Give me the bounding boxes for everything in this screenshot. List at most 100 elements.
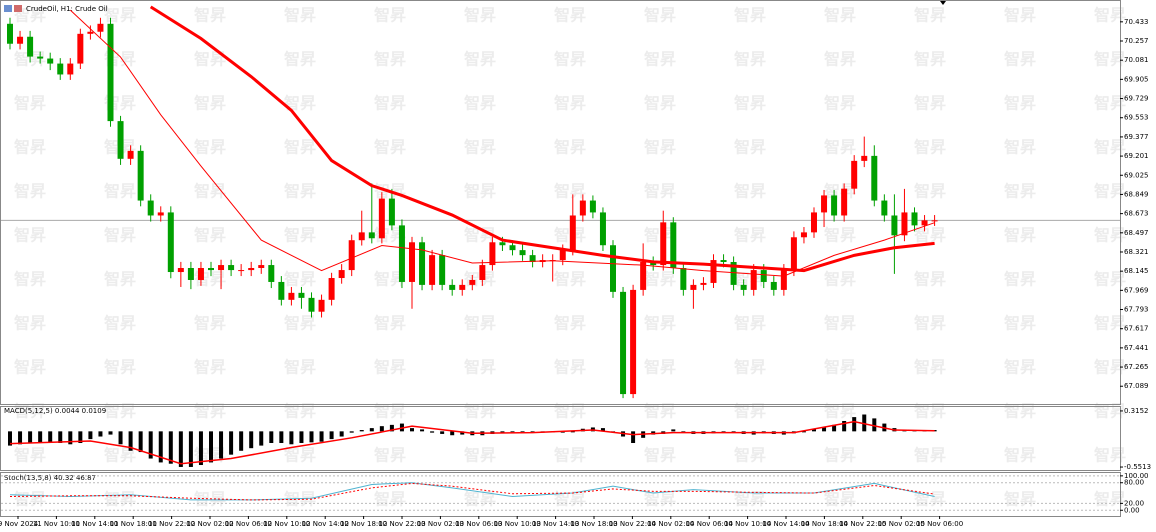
histogram-bar [58,431,63,443]
histogram-bar [108,431,113,435]
watermark: 智昇 [284,94,316,113]
candle-body [579,200,586,216]
candle-body [37,56,44,59]
candle-body [790,237,797,271]
y-tick-label: 70.081 [1124,56,1149,64]
candle-body [67,63,74,75]
watermark: 智昇 [554,6,586,25]
watermark: 智昇 [14,490,46,509]
x-tick-label: 12 Nov 02:00 [186,520,233,528]
watermark: 智昇 [824,314,856,333]
candle-body [449,284,456,290]
histogram-bar [158,431,163,463]
y-tick-label: 69.553 [1124,114,1149,122]
histogram-bar [832,424,837,432]
watermark: 智昇 [1094,50,1126,69]
histogram-bar [78,431,83,443]
watermark: 智昇 [914,94,946,113]
y-tick-label: 80.00 [1124,479,1144,487]
candle-body [690,284,697,290]
candle-body [348,240,355,271]
y-tick-label: 69.025 [1124,171,1149,179]
histogram-bar [872,418,877,432]
histogram-bar [68,431,73,445]
watermark: 智昇 [464,138,496,157]
candle-body [529,255,536,263]
watermark: 智昇 [1004,358,1036,377]
watermark: 智昇 [194,314,226,333]
watermark: 智昇 [464,314,496,333]
histogram-bar [309,431,314,443]
indicator-line [69,9,935,277]
candle-body [117,121,124,159]
histogram-bar [379,426,384,432]
x-tick-label: 11 Nov 10:00 [33,520,80,528]
histogram-bar [229,431,234,455]
histogram-bar [239,431,244,451]
histogram-bar [460,431,465,435]
histogram-bar [801,431,806,433]
candle-body [479,265,486,280]
watermark: 智昇 [914,270,946,289]
candle-body [288,292,295,300]
watermark: 智昇 [1094,182,1126,201]
watermark: 智昇 [284,314,316,333]
watermark: 智昇 [104,358,136,377]
watermark: 智昇 [104,446,136,465]
x-tick-label: 13 Nov 10:00 [494,520,541,528]
watermark: 智昇 [104,6,136,25]
stoch-panel [0,472,1121,517]
y-tick-label: 68.321 [1124,248,1149,256]
watermark: 智昇 [914,182,946,201]
watermark: 智昇 [1094,358,1126,377]
watermark: 智昇 [14,446,46,465]
histogram-bar [188,431,193,467]
y-tick-label: 100.00 [1124,472,1149,480]
histogram-bar [329,431,334,440]
candle-body [660,222,667,266]
candle-body [650,262,657,266]
candle-body [7,23,13,44]
histogram-bar [339,431,344,437]
x-tick-label: 15 Nov 02:00 [878,520,925,528]
histogram-bar [48,431,53,443]
candle-body [419,242,426,285]
watermark: 智昇 [284,270,316,289]
watermark: 智昇 [464,226,496,245]
histogram-bar [249,431,254,449]
watermark: 智昇 [464,358,496,377]
candle-body [811,212,817,233]
watermark: 智昇 [464,94,496,113]
watermark: 智昇 [464,490,496,509]
y-tick-label: 68.497 [1124,229,1149,237]
x-tick-label: 13 Nov 14:00 [532,520,579,528]
candle-body [17,36,24,44]
candle-body [258,265,265,269]
watermark: 智昇 [914,446,946,465]
histogram-bar [209,431,213,463]
x-tick-label: 14 Nov 14:00 [762,520,809,528]
watermark: 智昇 [1004,490,1036,509]
candle-body [167,212,174,273]
x-tick-label: 11 Nov 22:00 [148,520,195,528]
histogram-bar [178,431,183,467]
candle-body [680,268,687,290]
watermark: 智昇 [734,226,766,245]
candle-body [77,33,84,64]
histogram-bar [18,431,23,445]
y-tick-label: 68.849 [1124,190,1149,198]
watermark: 智昇 [554,446,586,465]
candle-body [228,265,235,271]
x-tick-label: 14 Nov 22:00 [839,520,886,528]
watermark: 智昇 [734,358,766,377]
candle-body [921,220,928,226]
histogram-bar [359,430,364,432]
histogram-bar [389,424,394,432]
histogram-bar [510,431,515,433]
watermark: 智昇 [734,94,766,113]
watermark: 智昇 [824,50,856,69]
watermark: 智昇 [194,6,226,25]
watermark: 智昇 [644,182,676,201]
watermark: 智昇 [1094,94,1126,113]
